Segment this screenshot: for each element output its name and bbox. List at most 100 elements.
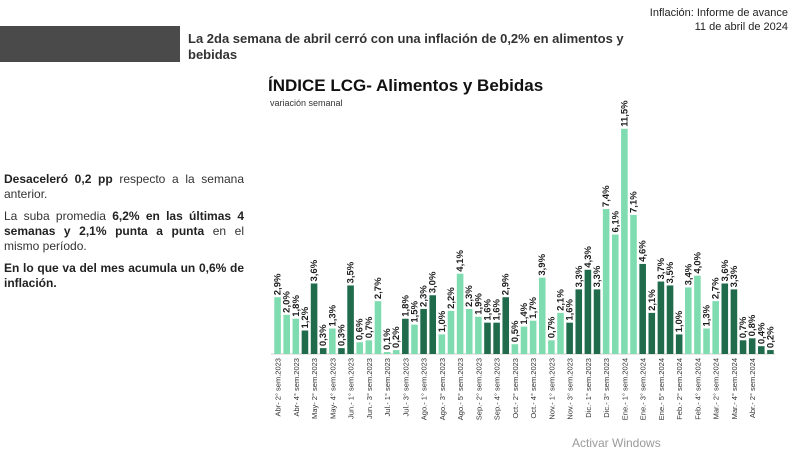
bar-53 [758,346,765,354]
summary-p2-b: 6,2% en las últimas 4 semanas y 2,1% pun… [4,209,244,238]
bar-label-5: 0,3% [318,324,329,346]
category-label-40: Ene.- 3° sem.2024 [639,358,648,420]
summary-p2-a: La suba promedia [4,209,113,223]
bar-label-39: 7,1% [629,191,640,213]
bar-49 [721,283,729,354]
summary-p1-bold: Desaceleró 0,2 pp [4,172,113,186]
category-label-22: Sep.- 2° sem.2023 [474,358,483,420]
category-label-46: Feb.- 4° sem.2024 [693,358,702,420]
category-label-52: Abr.- 2° sem.2024 [748,358,757,418]
bar-label-52: 0,8% [747,314,758,336]
bar-45 [685,287,692,354]
bar-label-45: 3,4% [683,263,694,285]
bar-label-16: 2,3% [419,285,430,307]
bar-39 [630,214,637,354]
bar-label-11: 2,7% [373,277,384,299]
bar-label-54: 0,2% [765,326,776,348]
category-label-48: Mar.- 2° sem.2024 [712,358,721,419]
category-label-28: Oct.- 4° sem.2023 [529,358,538,419]
bar-label-38: 11,5% [619,100,630,127]
report-name: Inflación: Informe de avance [649,7,788,19]
bar-5 [319,348,327,354]
bar-label-36: 7,4% [601,185,612,207]
bar-label-13: 0,2% [391,326,402,348]
bar-label-15: 1,5% [409,300,420,322]
bar-41 [648,312,656,355]
bar-43 [666,285,674,354]
bar-label-18: 1,0% [437,310,448,332]
bar-20 [456,273,464,354]
bar-label-33: 3,3% [574,265,585,287]
bar-label-30: 0,7% [546,316,557,338]
bar-1 [283,314,290,354]
bar-label-44: 1,0% [674,310,685,332]
chart-title: ÍNDICE LCG- Alimentos y Bebidas [268,76,544,95]
bar-38 [621,128,628,354]
summary-text: Desaceleró 0,2 pp respecto a la semana a… [4,172,244,298]
bar-label-31: 2,1% [556,289,567,311]
bar-label-19: 2,2% [446,287,457,309]
bar-44 [675,334,683,354]
bar-label-46: 4,0% [692,251,703,273]
bar-15 [411,324,418,355]
bar-51 [739,340,747,354]
report-date: 11 de abril de 2024 [694,21,788,33]
bar-label-32: 1,6% [565,298,576,320]
category-label-38: Ene.- 1° sem.2024 [620,358,629,420]
bar-label-21: 2,3% [464,285,475,307]
bar-label-2: 1,8% [291,295,302,317]
bar-label-49: 3,6% [720,259,731,281]
bar-27 [520,326,528,354]
category-label-30: Nov.- 1° sem.2023 [547,358,556,420]
bar-40 [639,263,646,354]
bar-label-14: 1,8% [400,295,411,317]
bar-label-6: 1,3% [327,304,338,326]
bar-3 [301,330,309,354]
category-label-6: May- 4° sem.2023 [328,358,337,419]
bar-54 [767,350,774,354]
bar-11 [374,301,382,355]
bar-label-20: 4,1% [455,250,466,272]
bar-10 [365,340,373,354]
bar-21 [465,308,473,354]
bar-label-7: 0,3% [336,324,347,346]
bar-label-10: 0,7% [364,316,375,338]
bar-24 [493,322,500,354]
bar-label-8: 3,5% [346,261,357,283]
headline: La 2da semana de abril cerró con una inf… [188,31,624,62]
bar-label-1: 2,0% [282,291,293,313]
bar-18 [438,334,446,354]
bar-label-51: 0,7% [738,316,749,338]
category-label-50: Mar.- 4° sem.2024 [730,358,739,419]
bar-label-9: 0,6% [355,318,366,340]
bar-label-47: 1,3% [702,304,713,326]
bar-label-53: 0,4% [756,322,767,344]
bar-6 [329,328,336,354]
summary-p3-bold: En lo que va del mes acumula un 0,6% de … [4,261,244,290]
bar-30 [548,340,555,354]
bar-14 [402,318,409,354]
bar-47 [703,328,710,354]
bar-label-43: 3,5% [665,261,676,283]
category-label-26: Oct.- 2° sem.2023 [511,358,520,419]
bar-42 [657,281,665,354]
bar-label-12: 0,1% [382,328,393,350]
bar-19 [447,310,455,354]
category-label-4: May- 2° sem.2023 [310,358,319,419]
bar-2 [292,318,300,354]
bar-label-35: 3,3% [592,265,603,287]
bar-33 [575,289,583,354]
category-label-14: Jul.- 3° sem.2023 [401,358,410,416]
report-header: Inflación: Informe de avance 11 de abril… [650,6,788,34]
bar-46 [694,275,701,354]
bar-9 [356,342,363,354]
bar-31 [557,312,564,355]
bar-label-17: 3,0% [428,271,439,293]
category-label-18: Ago.- 3° sem.2023 [438,358,447,420]
bar-4 [310,283,318,354]
bar-label-34: 4,3% [583,246,594,268]
bar-50 [730,289,738,354]
bar-label-26: 0,5% [510,320,521,342]
summary-p2: La suba promedia 6,2% en las últimas 4 s… [4,209,244,254]
